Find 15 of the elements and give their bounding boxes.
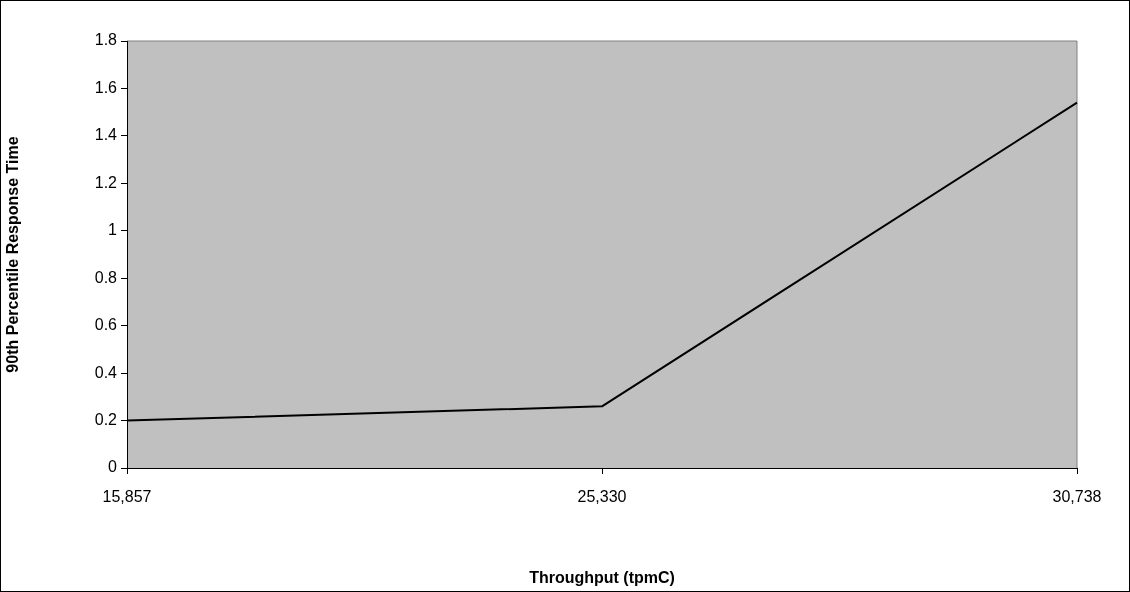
y-tick-label: 0.4 <box>94 363 118 381</box>
y-tick-label: 1.4 <box>94 126 118 144</box>
y-tick-label: 1.6 <box>94 78 118 96</box>
y-tick-label: 0.6 <box>94 316 118 334</box>
y-tick-label: 0.2 <box>94 410 118 428</box>
x-axis-title: Throughput (tpmC) <box>529 568 675 586</box>
x-tick-label: 15,857 <box>102 488 152 506</box>
y-tick-label: 1.8 <box>94 31 118 49</box>
x-tick-label: 30,738 <box>1052 488 1102 506</box>
y-axis-title: 90th Percentile Response Time <box>4 136 22 373</box>
y-tick-label: 0 <box>108 458 118 476</box>
y-tick-label: 0.8 <box>94 268 118 286</box>
y-tick-label: 1 <box>108 221 118 239</box>
y-tick-label: 1.2 <box>94 173 118 191</box>
x-tick-label: 25,330 <box>577 488 627 506</box>
